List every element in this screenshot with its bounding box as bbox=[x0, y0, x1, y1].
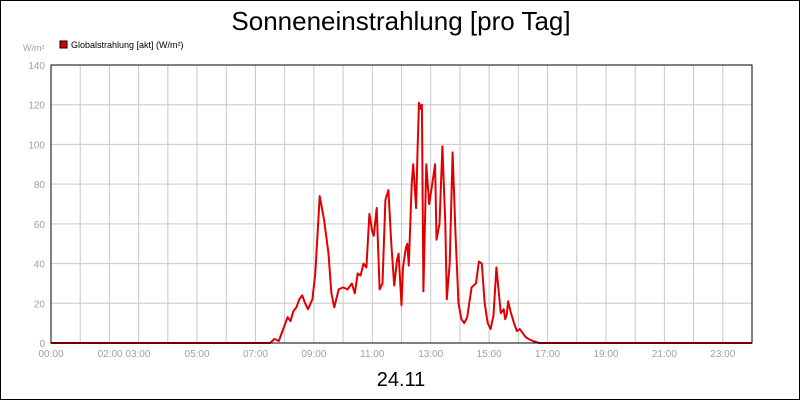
series-line-0 bbox=[51, 101, 752, 344]
legend-swatch bbox=[59, 40, 68, 49]
x-tick-label: 11:00 bbox=[360, 349, 385, 360]
x-tick-label: 13:00 bbox=[418, 349, 443, 360]
grid bbox=[51, 65, 752, 343]
x-tick-label: 05:00 bbox=[185, 349, 210, 360]
x-tick-label: 15:00 bbox=[477, 349, 502, 360]
x-tick-label: 21:00 bbox=[652, 349, 677, 360]
y-tick-label: 80 bbox=[34, 180, 46, 191]
x-tick-label: 07:00 bbox=[243, 349, 268, 360]
y-tick-label: 40 bbox=[34, 260, 46, 271]
series-layer bbox=[51, 101, 752, 344]
y-axis-unit: W/m² bbox=[23, 43, 45, 53]
x-tick-label: 19:00 bbox=[593, 349, 618, 360]
y-tick-label: 100 bbox=[28, 140, 45, 151]
x-tick-label: 09:00 bbox=[301, 349, 326, 360]
y-tick-label: 140 bbox=[28, 61, 45, 72]
x-tick-label: 17:00 bbox=[535, 349, 560, 360]
x-tick-label: 23:00 bbox=[710, 349, 735, 360]
y-tick-labels: 0 20 40 60 80 100 120 140 bbox=[28, 61, 45, 350]
legend: Globalstrahlung [akt] (W/m²) bbox=[59, 40, 184, 50]
x-axis-date-label: 24.11 bbox=[377, 369, 426, 391]
y-tick-label: 20 bbox=[34, 299, 46, 310]
y-tick-label: 120 bbox=[28, 101, 45, 112]
legend-label: Globalstrahlung [akt] (W/m²) bbox=[71, 40, 184, 50]
chart-title: Sonneneinstrahlung [pro Tag] bbox=[231, 6, 570, 36]
plot-border bbox=[50, 64, 753, 344]
y-tick-label: 60 bbox=[34, 220, 46, 231]
y-tick-label: 0 bbox=[39, 339, 45, 350]
x-tick-labels: 00:00 02:00 03:00 05:00 07:00 09:00 11:00 13:0… bbox=[38, 349, 735, 360]
x-tick-label: 02:00 03:00 bbox=[98, 349, 151, 360]
x-tick-label: 00:00 bbox=[38, 349, 63, 360]
